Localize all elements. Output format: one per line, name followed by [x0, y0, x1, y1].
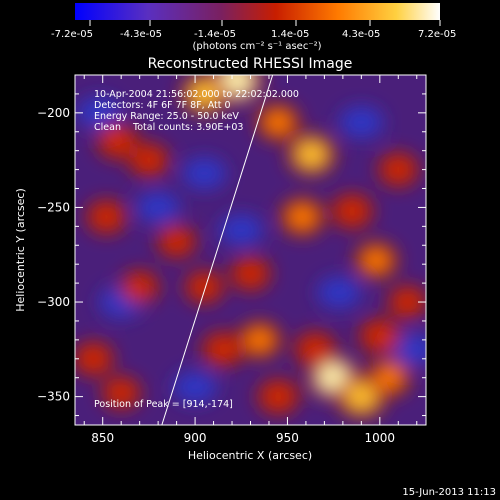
- annotation-detectors: Detectors: 4F 6F 7F 8F, Att 0: [94, 100, 231, 111]
- hot-spot: [127, 275, 152, 299]
- x-tick-label: 950: [276, 431, 299, 445]
- colorbar-tick-label: -1.4e-05: [194, 29, 236, 40]
- hot-spot: [265, 384, 292, 409]
- cold-spot: [219, 214, 264, 247]
- hot-spot: [246, 327, 274, 353]
- colorbar-tick-label: 7.2e-05: [418, 29, 456, 40]
- y-tick-label: −250: [37, 200, 70, 214]
- x-tick-label: 900: [184, 431, 207, 445]
- hot-spot: [104, 129, 131, 154]
- hot-spot: [237, 262, 264, 286]
- colorbar-tick-label: -4.3e-05: [120, 29, 162, 40]
- cold-spot: [339, 106, 384, 139]
- hot-spot: [80, 347, 107, 371]
- heatmap-area: [75, 75, 426, 425]
- hot-spot: [264, 109, 292, 135]
- chart-title: Reconstructed RHESSI Image: [148, 56, 353, 72]
- colorbar-tick-label: -7.2e-05: [51, 29, 93, 40]
- colorbar-tick-label: 1.4e-05: [271, 29, 309, 40]
- peak-position-label: Position of Peak = [914,-174]: [94, 399, 233, 410]
- hot-spot: [136, 148, 162, 172]
- heatmap-blobs: [75, 75, 426, 419]
- annotation-time-range: 10-Apr-2004 21:56:02.000 to 22:02:02.000: [94, 89, 299, 100]
- x-axis-label: Heliocentric X (arcsec): [188, 449, 312, 462]
- hot-spot: [302, 337, 329, 362]
- y-tick-label: −300: [37, 295, 70, 309]
- x-tick-label: 850: [91, 431, 114, 445]
- hot-spot: [164, 230, 189, 253]
- colorbar-unit-label: (photons cm⁻² s⁻¹ asec⁻²): [192, 41, 321, 52]
- footer-date: 15-Jun-2013 11:13: [402, 487, 496, 498]
- cold-spot: [77, 96, 122, 129]
- colorbar-ticks: [89, 20, 441, 26]
- annotation-block: 10-Apr-2004 21:56:02.000 to 22:02:02.000…: [94, 89, 299, 133]
- hot-spot: [93, 205, 120, 229]
- x-tick-label: 1000: [365, 431, 396, 445]
- hot-spot: [109, 381, 134, 405]
- cold-spot: [317, 276, 362, 309]
- hot-spot: [288, 204, 317, 230]
- cold-spot: [182, 157, 227, 190]
- hot-spot: [339, 199, 366, 224]
- colorbar: [75, 3, 440, 20]
- y-axis-label: Heliocentric Y (arcsec): [14, 188, 27, 312]
- annotation-counts: Clean Total counts: 3.90E+03: [94, 122, 243, 133]
- x-axis-ticks: 850 900 950 1000: [83, 75, 418, 445]
- cold-spot: [173, 371, 218, 404]
- hot-spot: [385, 158, 411, 182]
- annotation-energy-range: Energy Range: 25.0 - 50.0 keV: [94, 111, 239, 122]
- hot-spot: [192, 275, 217, 299]
- hot-spot: [209, 337, 236, 362]
- hot-spot: [189, 80, 220, 108]
- y-tick-label: −200: [37, 106, 70, 120]
- hot-spot: [296, 140, 327, 169]
- y-axis-ticks: −200 −250 −300 −350: [37, 74, 426, 417]
- solar-limb-line: [161, 75, 274, 425]
- hot-spot: [366, 324, 393, 349]
- hot-spot: [375, 365, 403, 391]
- hot-spot: [362, 248, 390, 273]
- y-tick-label: −350: [37, 390, 70, 404]
- colorbar-tick-label: 4.3e-05: [342, 29, 380, 40]
- colorbar-tick-labels: -7.2e-05 -4.3e-05 -1.4e-05 1.4e-05 4.3e-…: [51, 29, 456, 40]
- hot-spot: [345, 382, 377, 411]
- cold-spot: [136, 191, 181, 224]
- hot-spot: [395, 290, 420, 314]
